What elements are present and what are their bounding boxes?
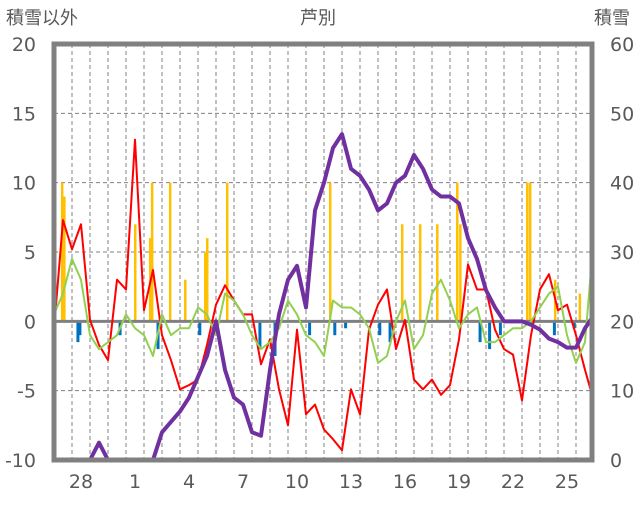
grid <box>54 44 592 460</box>
y-left-tick-label: 20 <box>12 34 36 56</box>
series-lines <box>53 132 594 462</box>
snowfall-bar <box>418 224 422 322</box>
series-red <box>53 138 593 452</box>
snowfall-bar <box>168 182 172 322</box>
x-tick-label: 16 <box>393 471 417 493</box>
y-left-tick-label: -10 <box>5 450 36 472</box>
y-left-tick-label: 10 <box>12 173 36 195</box>
chart-title: 芦別 <box>300 8 336 29</box>
plot-border <box>51 41 595 463</box>
snowfall-bar <box>528 182 532 322</box>
y-right-tick-label: 60 <box>610 34 634 56</box>
y-right-tick-label: 50 <box>610 103 634 125</box>
negative-bar <box>572 321 576 329</box>
y-left-tick-label: 0 <box>24 311 36 333</box>
y-right-tick-label: 0 <box>610 450 622 472</box>
y-left-tick-label: 15 <box>12 103 36 125</box>
plot-frame <box>51 41 595 463</box>
negative-bar <box>488 321 492 350</box>
x-tick-label: 7 <box>237 471 249 493</box>
negative-bar <box>344 321 348 329</box>
x-tick-label: 19 <box>447 471 471 493</box>
y-left-tick-label: 5 <box>24 242 36 264</box>
series-green <box>53 257 593 364</box>
x-tick-label: 4 <box>183 471 195 493</box>
snowfall-bar <box>206 238 209 322</box>
negative-bar <box>78 321 82 336</box>
snowfall-bar <box>526 182 529 322</box>
snowfall-bar <box>204 252 207 322</box>
negative-bar <box>308 321 312 336</box>
x-tick-label: 13 <box>339 471 363 493</box>
snowfall-bar <box>134 224 137 322</box>
x-tick-label: 10 <box>285 471 309 493</box>
y-right-tick-label: 30 <box>610 242 634 264</box>
negative-bar <box>378 321 382 336</box>
negative-bar <box>76 321 80 343</box>
negative-bar <box>258 321 262 350</box>
snowfall-bar <box>400 224 404 322</box>
y-right-tick-label: 10 <box>610 381 634 403</box>
right-axis-title: 積雪 <box>594 8 630 29</box>
snowfall-bar <box>150 182 154 322</box>
snowfall-bar <box>436 224 439 322</box>
x-tick-label: 1 <box>129 471 141 493</box>
snowfall-bar <box>225 182 229 322</box>
snowfall-bar <box>184 279 187 322</box>
snowfall-bar <box>578 293 582 322</box>
snowfall-bar <box>63 196 66 322</box>
snowfall-bar <box>456 182 459 322</box>
negative-bar <box>388 321 392 343</box>
negative-bar <box>333 321 337 336</box>
y-right-tick-label: 40 <box>610 173 634 195</box>
left-axis-title: 積雪以外 <box>6 8 78 29</box>
snowfall-bar <box>459 224 462 322</box>
negative-bar <box>198 321 202 336</box>
y-right-tick-label: 20 <box>610 311 634 333</box>
x-tick-label: 28 <box>69 471 93 493</box>
negative-bar <box>478 321 482 343</box>
negative-bar <box>498 321 502 336</box>
negative-bar <box>552 321 556 336</box>
x-tick-label: 22 <box>501 471 525 493</box>
snowfall-bar <box>60 182 64 322</box>
snowfall-bar <box>328 182 332 322</box>
y-left-tick-label: -5 <box>17 381 36 403</box>
x-tick-label: 25 <box>555 471 579 493</box>
